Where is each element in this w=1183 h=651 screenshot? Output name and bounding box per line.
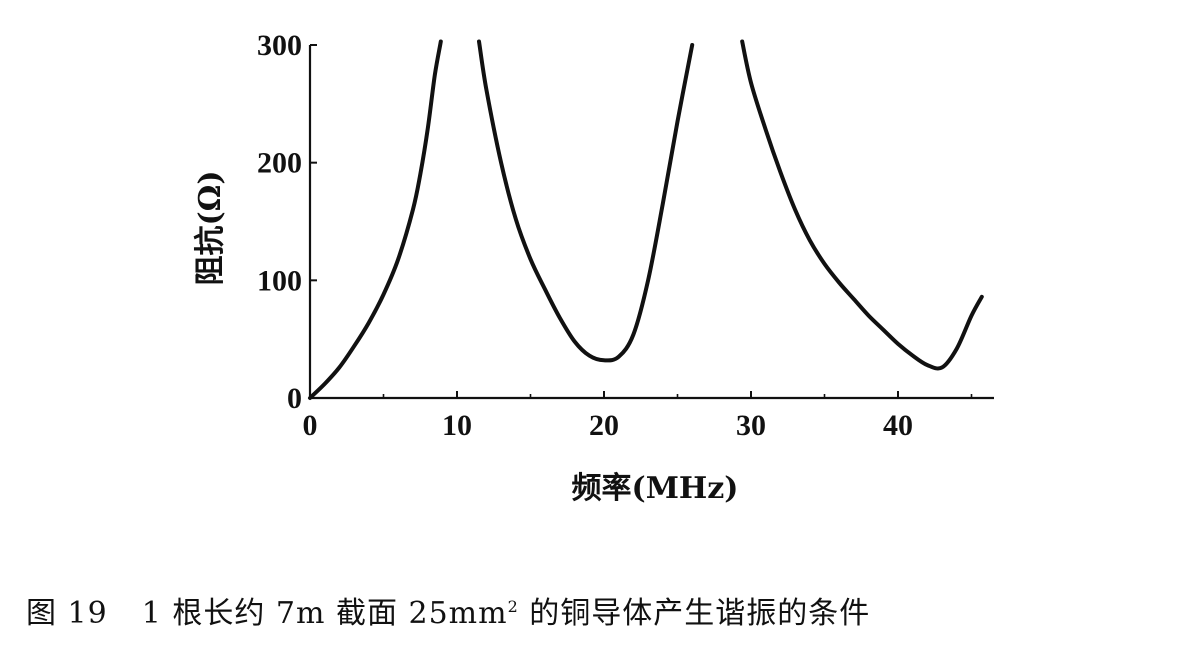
y-axis-title: 阻抗(Ω) [193, 170, 228, 285]
impedance-curve-segment-1 [308, 39, 443, 400]
caption-text-before: 1 根长约 7m 截面 25mm [141, 596, 508, 631]
caption-text-after: 的铜导体产生谐振的条件 [518, 596, 871, 631]
impedance-curve-segment-3 [740, 39, 984, 371]
x-axis-title: 频率(MHz) [572, 471, 739, 506]
x-tick-label: 40 [883, 409, 913, 442]
y-tick-label: 300 [257, 29, 302, 62]
y-tick-label: 0 [287, 382, 302, 415]
caption-superscript: 2 [507, 597, 519, 616]
series-group [308, 39, 984, 400]
figure-number: 图 19 [26, 596, 108, 631]
x-tick-label: 0 [303, 409, 318, 442]
y-tick-label: 200 [257, 147, 302, 180]
figure-caption: 图 19 1 根长约 7m 截面 25mm2 的铜导体产生谐振的条件 [26, 588, 870, 632]
x-tick-label: 10 [442, 409, 472, 442]
impedance-curve-segment-2 [477, 39, 695, 363]
x-tick-label: 20 [589, 409, 619, 442]
x-tick-label: 30 [736, 409, 766, 442]
y-tick-label: 100 [257, 264, 302, 297]
axes: 0 10 20 30 40 0 100 200 300 [257, 29, 994, 442]
